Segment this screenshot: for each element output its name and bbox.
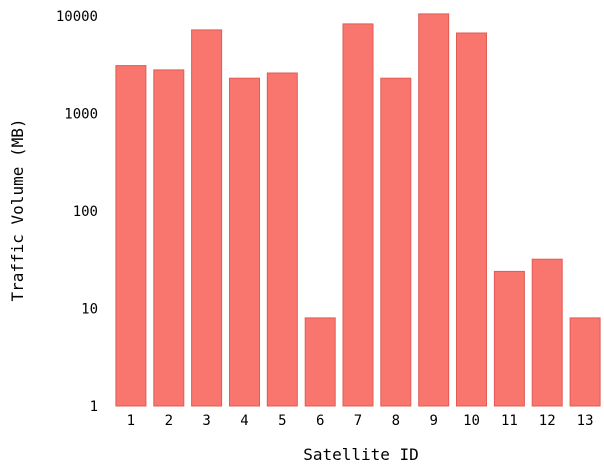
y-tick-label: 10 bbox=[81, 302, 98, 318]
y-tick-label: 100 bbox=[73, 204, 98, 220]
bar-satellite-6 bbox=[304, 317, 336, 407]
y-tick-label: 1 bbox=[90, 399, 98, 415]
y-axis-title: Traffic Volume (MB) bbox=[8, 118, 27, 301]
x-tick-label: 9 bbox=[429, 413, 437, 429]
y-tick-label: 1000 bbox=[64, 107, 98, 123]
x-tick-labels: 1 2 3 4 5 6 7 8 9 10 11 12 13 bbox=[127, 413, 594, 429]
x-tick-label: 11 bbox=[501, 413, 518, 429]
x-tick-label: 2 bbox=[165, 413, 173, 429]
x-tick-label: 13 bbox=[577, 413, 594, 429]
x-tick-label: 4 bbox=[240, 413, 248, 429]
x-axis-title: Satellite ID bbox=[303, 445, 419, 464]
bar-satellite-11 bbox=[493, 270, 525, 407]
y-tick-labels: 1 10 100 1000 10000 bbox=[56, 9, 98, 415]
y-tick-label: 10000 bbox=[56, 9, 98, 25]
x-tick-label: 12 bbox=[539, 413, 556, 429]
x-tick-label: 3 bbox=[202, 413, 210, 429]
x-tick-label: 5 bbox=[278, 413, 286, 429]
bar-satellite-1 bbox=[115, 65, 147, 407]
x-tick-label: 8 bbox=[392, 413, 400, 429]
bar-satellite-9 bbox=[418, 13, 450, 407]
x-tick-label: 1 bbox=[127, 413, 135, 429]
bar-satellite-13 bbox=[569, 317, 601, 407]
bar-satellite-10 bbox=[456, 32, 487, 407]
x-tick-label: 6 bbox=[316, 413, 324, 429]
bar-satellite-4 bbox=[229, 77, 260, 407]
x-tick-label: 7 bbox=[354, 413, 362, 429]
bar-satellite-12 bbox=[531, 258, 563, 407]
bars-group bbox=[115, 13, 601, 407]
x-tick-label: 10 bbox=[463, 413, 480, 429]
bar-satellite-5 bbox=[266, 72, 298, 407]
bar-satellite-2 bbox=[153, 69, 185, 407]
bar-satellite-8 bbox=[380, 77, 412, 407]
bar-satellite-3 bbox=[191, 29, 223, 407]
bar-satellite-7 bbox=[342, 23, 374, 407]
